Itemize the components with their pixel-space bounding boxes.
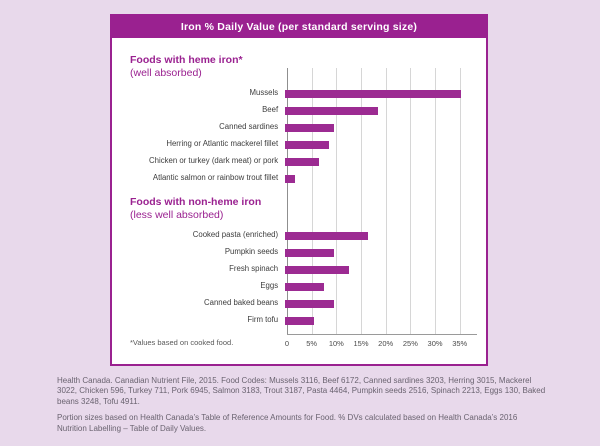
bar [285,140,330,149]
x-tick-label: 15% [353,339,369,348]
bar-area [285,136,473,153]
chart-row: Canned sardines [112,119,473,136]
x-tick-label: 0 [284,339,290,348]
bar-area [285,119,473,136]
chart-row: Chicken or turkey (dark meat) or pork [112,153,473,170]
chart-row: Firm tofu [112,312,473,329]
gridline [459,68,461,334]
caption-line1: Health Canada. Canadian Nutrient File, 2… [57,376,546,406]
gridline [385,68,387,334]
x-axis: 0 5% 10% 15% 20% 25% 30% 35% [284,337,477,348]
bar [285,123,334,132]
y-axis-line [287,68,288,334]
row-label: Canned baked beans [203,298,279,308]
bar [285,89,461,98]
chart-row: Beef [112,102,473,119]
x-tick-label: 10% [328,339,344,348]
bar-area [285,227,473,244]
chart-row: Atlantic salmon or rainbow trout fillet [112,170,473,187]
bar-area [285,85,473,102]
gridline [311,68,313,334]
x-tick-label: 20% [378,339,394,348]
row-label: Atlantic salmon or rainbow trout fillet [152,173,279,183]
x-tick-label: 35% [452,339,468,348]
bar-area [285,278,473,295]
chart-row: Canned baked beans [112,295,473,312]
row-label: Firm tofu [247,315,279,325]
chart-footnote: *Values based on cooked food. [130,338,234,347]
chart-title: Iron % Daily Value (per standard serving… [112,16,486,38]
source-caption: Health Canada. Canadian Nutrient File, 2… [57,376,547,440]
section-heading-text: Foods with heme iron* [130,54,243,66]
row-label: Cooked pasta (enriched) [192,230,279,240]
bar-area [285,102,473,119]
section-heading: Foods with heme iron* (well absorbed) [112,54,473,80]
gridline [410,68,412,334]
section-heading-text: Foods with non-heme iron [130,196,262,208]
caption-line2: Portion sizes based on Health Canada’s T… [57,413,518,433]
section-subheading-text: (well absorbed) [130,67,202,79]
section-heading: Foods with non-heme iron (less well absor… [112,196,473,222]
bar [285,265,349,274]
gridline [361,68,363,334]
bar [285,282,325,291]
bar-area [285,153,473,170]
chart-rows: Foods with heme iron* (well absorbed) Muss… [112,52,473,329]
gridlines [287,68,477,335]
bar-area [285,261,473,278]
x-tick-label: 25% [402,339,418,348]
row-label: Canned sardines [219,122,279,132]
bar [285,299,334,308]
row-label: Eggs [260,281,279,291]
bar-area [285,170,473,187]
chart-row: Pumpkin seeds [112,244,473,261]
chart-body: Foods with heme iron* (well absorbed) Muss… [112,38,486,364]
bar [285,174,295,183]
bar-area [285,312,473,329]
chart-card: Iron % Daily Value (per standard serving… [110,14,488,366]
row-label: Pumpkin seeds [224,247,279,257]
bar [285,248,334,257]
chart-row: Eggs [112,278,473,295]
section-subheading-text: (less well absorbed) [130,209,224,221]
x-tick-label: 30% [427,339,443,348]
chart-row: Herring or Atlantic mackerel fillet [112,136,473,153]
row-label: Mussels [249,88,279,98]
chart-row: Cooked pasta (enriched) [112,227,473,244]
bar [285,316,315,325]
gridline [336,68,338,334]
gridline [435,68,437,334]
bar-area [285,295,473,312]
bar [285,231,369,240]
x-tick-label: 5% [306,339,318,348]
row-label: Chicken or turkey (dark meat) or pork [149,156,279,166]
row-label: Beef [262,105,279,115]
bar-area [285,244,473,261]
chart-row: Mussels [112,85,473,102]
chart-row: Fresh spinach [112,261,473,278]
bar [285,106,378,115]
row-label: Herring or Atlantic mackerel fillet [166,139,279,149]
row-label: Fresh spinach [229,264,279,274]
bar [285,157,320,166]
